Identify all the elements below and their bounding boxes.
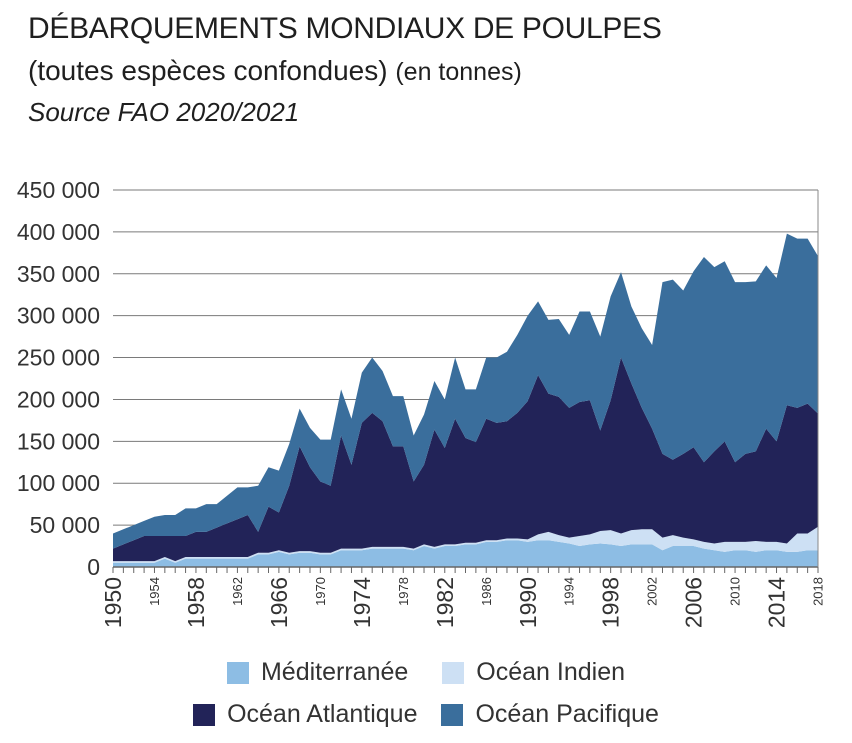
x-tick-label: 1950 [100,577,126,628]
x-tick-label: 1974 [349,577,375,628]
legend-item-ocean-atlantique: Océan Atlantique [193,700,417,729]
area-ocean-pacifique [113,233,818,549]
legend-row-1: Méditerranée Océan Indien [0,658,852,687]
stacked-area-chart: 0 50 000 100 000 150 000 200 000 250 000 300 0… [17,177,826,628]
legend-item-ocean-indien: Océan Indien [442,658,625,687]
legend-swatch-ocean-indien [442,661,465,684]
source-label: Source FAO 2020/2021 [28,97,300,127]
subtitle-text: (toutes espèces confondues) [28,55,388,86]
legend-label-ocean-indien: Océan Indien [476,658,626,686]
x-tick-label: 1998 [598,577,624,628]
y-axis-ticks: 0 50 000 100 000 150 000 200 000 250 000 300 0… [17,177,100,580]
x-tick-label: 1962 [230,577,245,606]
chart-title: DÉBARQUEMENTS MONDIAUX DE POULPES [28,12,662,45]
x-tick-label: 1994 [562,577,577,606]
area-mediterranee [113,540,818,567]
y-tick-label: 150 000 [17,428,100,454]
x-tick-label: 1966 [266,577,292,628]
area-ocean-atlantique [113,357,818,562]
x-tick-label: 2018 [811,577,826,606]
legend-swatch-ocean-pacifique [441,703,464,726]
x-tick-label: 1978 [396,577,411,606]
y-tick-label: 350 000 [17,261,100,287]
y-tick-label: 200 000 [17,386,100,412]
x-tick-label: 1954 [147,577,162,606]
y-tick-label: 300 000 [17,303,100,329]
legend-item-mediterranee: Méditerranée [226,658,409,687]
legend-swatch-mediterranee [226,661,249,684]
y-tick-label: 250 000 [17,345,100,371]
legend-row-2: Océan Atlantique Océan Pacifique [0,700,852,729]
x-tick-label: 1958 [183,577,209,628]
x-axis-ticks: 1950 1958 1966 1974 1982 1990 1998 2006 2014 1954… [100,567,826,628]
x-tick-label: 1982 [432,577,458,628]
x-tick-label: 2002 [645,577,660,606]
x-tick-label: 1970 [313,577,328,606]
x-tick-label: 2010 [728,577,743,606]
legend-item-ocean-pacifique: Océan Pacifique [441,700,659,729]
legend-swatch-ocean-atlantique [193,703,216,726]
legend-label-mediterranee: Méditerranée [260,658,409,686]
y-tick-label: 400 000 [17,219,100,245]
y-tick-label: 100 000 [17,470,100,496]
x-tick-label: 2014 [764,577,790,628]
x-tick-label: 1986 [479,577,494,606]
area-ocean-indien [113,526,818,563]
area-series [113,233,818,567]
legend-label-ocean-pacifique: Océan Pacifique [475,700,659,728]
x-tick-label: 2006 [681,577,707,628]
chart-subtitle: (toutes espèces confondues) (en tonnes) [28,54,522,89]
legend-label-ocean-atlantique: Océan Atlantique [227,700,418,728]
unit-label: (en tonnes) [395,58,522,86]
x-tick-label: 1990 [515,577,541,628]
y-tick-label: 50 000 [30,512,100,538]
y-tick-label: 450 000 [17,177,100,203]
y-tick-label: 0 [87,554,100,580]
